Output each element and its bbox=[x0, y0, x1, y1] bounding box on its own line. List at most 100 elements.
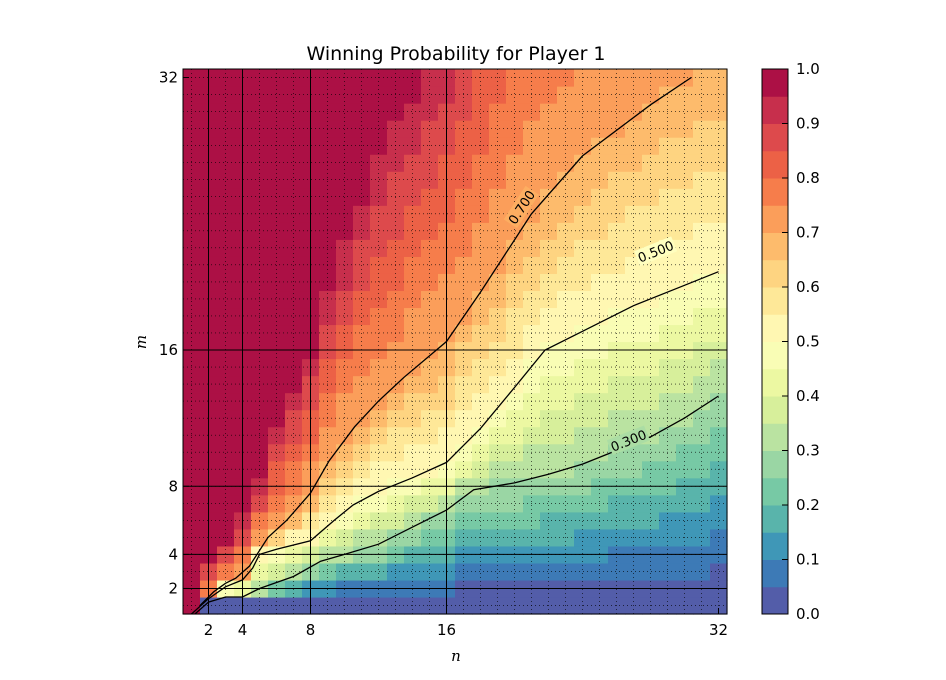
heatmap-cell bbox=[642, 205, 660, 223]
heatmap-cell bbox=[472, 154, 490, 172]
plot-frame bbox=[182, 68, 728, 615]
heatmap-cell bbox=[336, 86, 354, 104]
heatmap-cell bbox=[421, 86, 439, 104]
x-axis-label: n bbox=[451, 647, 461, 665]
heatmap-cell bbox=[625, 273, 643, 292]
heatmap-cell bbox=[676, 86, 694, 104]
heatmap-cell bbox=[506, 375, 524, 394]
heatmap-cell bbox=[251, 307, 269, 326]
heatmap-cell bbox=[574, 205, 592, 223]
heatmap-cell bbox=[404, 222, 422, 240]
heatmap-cell bbox=[574, 426, 592, 445]
heatmap-cell bbox=[217, 273, 235, 292]
heatmap-cell bbox=[336, 426, 354, 445]
heatmap-cell bbox=[183, 290, 201, 309]
heatmap-cell bbox=[557, 171, 575, 189]
heatmap-cell bbox=[268, 358, 286, 377]
heatmap-cell bbox=[540, 205, 558, 223]
heatmap-cell bbox=[693, 511, 711, 530]
heatmap-cell bbox=[336, 358, 354, 377]
heatmap-cell bbox=[676, 222, 694, 240]
heatmap-cell bbox=[472, 307, 490, 326]
heatmap-cell bbox=[421, 562, 439, 581]
heatmap-cell bbox=[625, 154, 643, 172]
heatmap-cell bbox=[353, 426, 371, 445]
heatmap-cell bbox=[574, 171, 592, 189]
heatmap-cell bbox=[319, 307, 337, 326]
heatmap-cell bbox=[217, 239, 235, 257]
heatmap-cell bbox=[370, 273, 388, 292]
heatmap-cell bbox=[268, 409, 286, 428]
colorbar-tick-label: 0.5 bbox=[796, 333, 820, 351]
heatmap-cell bbox=[387, 562, 405, 581]
heatmap-cell bbox=[404, 239, 422, 257]
heatmap-cell bbox=[659, 154, 677, 172]
heatmap-cell bbox=[489, 103, 507, 121]
heatmap-cell bbox=[659, 426, 677, 445]
y-tick-label: 2 bbox=[168, 579, 178, 597]
heatmap-cell bbox=[574, 273, 592, 292]
heatmap-cell bbox=[574, 511, 592, 530]
heatmap-cell bbox=[489, 171, 507, 189]
heatmap-cell bbox=[540, 562, 558, 581]
heatmap-cell bbox=[557, 273, 575, 292]
colorbar-band bbox=[762, 396, 788, 424]
heatmap-cell bbox=[404, 273, 422, 292]
heatmap-cell bbox=[404, 375, 422, 394]
heatmap-cell bbox=[285, 205, 303, 223]
heatmap-cell bbox=[506, 290, 524, 309]
heatmap-cell bbox=[421, 239, 439, 257]
heatmap-cell bbox=[268, 511, 286, 530]
heatmap-cell bbox=[285, 375, 303, 394]
heatmap-cell bbox=[659, 562, 677, 581]
heatmap-cell bbox=[642, 222, 660, 240]
heatmap-cell bbox=[608, 239, 626, 257]
colorbar: 0.0 0.1 0.2 0.3 0.4 0.5 0.6 0.7 0.8 0.9 1.0 bbox=[761, 60, 820, 623]
heatmap-cell bbox=[183, 426, 201, 445]
heatmap-cell bbox=[693, 358, 711, 377]
heatmap-cell bbox=[489, 511, 507, 530]
heatmap-cell bbox=[251, 273, 269, 292]
heatmap-cell bbox=[472, 103, 490, 121]
heatmap-cell bbox=[676, 103, 694, 121]
heatmap-cell bbox=[336, 154, 354, 172]
y-tick-label: 4 bbox=[168, 545, 178, 563]
heatmap-cell bbox=[370, 290, 388, 309]
heatmap-cell bbox=[319, 290, 337, 309]
heatmap-cell bbox=[540, 103, 558, 121]
heatmap-cell bbox=[489, 222, 507, 240]
colorbar-band bbox=[762, 205, 788, 233]
heatmap-cell bbox=[625, 86, 643, 104]
x-tick-label: 8 bbox=[306, 621, 316, 639]
x-tick-label: 2 bbox=[204, 621, 214, 639]
heatmap-cell bbox=[506, 307, 524, 326]
heatmap-cell bbox=[523, 171, 541, 189]
heatmap-cell bbox=[217, 494, 235, 513]
colorbar-band bbox=[762, 259, 788, 288]
heatmap-cell bbox=[523, 426, 541, 445]
heatmap-cell bbox=[370, 307, 388, 326]
heatmap-cell bbox=[353, 171, 371, 189]
heatmap-cell bbox=[676, 426, 694, 445]
x-axis-ticks: 2 4 8 16 32 bbox=[204, 608, 728, 639]
heatmap-cell bbox=[489, 154, 507, 172]
heatmap-cell bbox=[574, 562, 592, 581]
heatmap-cell bbox=[370, 562, 388, 581]
colorbar-band bbox=[762, 178, 788, 206]
heatmap-cell bbox=[574, 120, 592, 138]
heatmap-cell bbox=[353, 511, 371, 530]
heatmap-cell bbox=[387, 307, 405, 326]
heatmap-cell bbox=[608, 86, 626, 104]
heatmap-cell bbox=[370, 409, 388, 428]
heatmap-cell bbox=[217, 120, 235, 138]
colorbar-tick-label: 0.4 bbox=[796, 387, 820, 405]
heatmap-cell bbox=[710, 103, 728, 121]
heatmap-cell bbox=[404, 171, 422, 189]
heatmap-cell bbox=[217, 358, 235, 377]
heatmap-cell bbox=[319, 562, 337, 581]
heatmap-cell bbox=[268, 426, 286, 445]
heatmap-cell bbox=[693, 103, 711, 121]
heatmap-cell bbox=[625, 222, 643, 240]
heatmap-cell bbox=[387, 273, 405, 292]
heatmap-cell bbox=[404, 290, 422, 309]
